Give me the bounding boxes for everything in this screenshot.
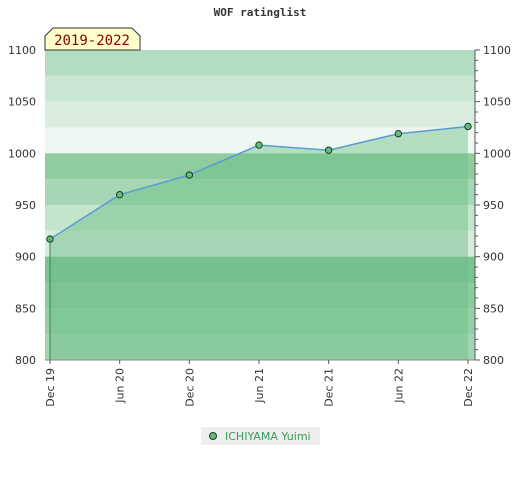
x-axis: Dec 19 Jun 20 Dec 20 Jun 21 Dec 21 Jun 22 Dec … [44,360,475,407]
data-markers [46,122,472,360]
x-tick-jun-20: Jun 20 [114,368,127,404]
y-tick-right-900: 900 [483,251,504,264]
band-875 [45,282,475,309]
year-range-label: 2019-2022 [54,33,130,49]
x-tick-dec-22: Dec 22 [462,368,475,407]
y-tick-left-1000: 1000 [8,147,36,160]
band-1000 [45,153,475,180]
x-tick-jun-22: Jun 22 [392,368,405,404]
y-tick-left-950: 950 [15,199,36,212]
y-tick-left-1100: 1100 [8,44,36,57]
y-tick-right-1050: 1050 [483,96,511,109]
data-point-jun-20 [115,190,124,199]
y-tick-right-1000: 1000 [483,147,511,160]
band-1100 [45,50,475,76]
data-point-jun-21 [255,141,263,149]
x-tick-jun-21: Jun 21 [253,368,266,404]
band-1075 [45,75,475,102]
band-1025 [45,127,475,154]
band-950 [45,205,475,231]
y-tick-left-800: 800 [15,354,36,367]
data-point-dec-21 [324,146,333,154]
y-tick-left-900: 900 [15,251,36,264]
band-1050 [45,101,475,128]
band-850 [45,308,475,335]
band-925 [45,230,475,257]
y-tick-right-1100: 1100 [483,44,511,57]
background-bands [45,50,475,360]
x-tick-dec-21: Dec 21 [323,368,336,407]
data-point-dec-22 [464,122,472,131]
x-tick-dec-19: Dec 19 [44,368,57,407]
band-900 [45,256,475,283]
y-tick-left-850: 850 [15,302,36,315]
data-point-jun-22 [394,130,403,138]
y-tick-right-950: 950 [483,199,504,212]
chart-title: WOF ratinglist [214,6,307,19]
y-tick-right-850: 850 [483,302,504,315]
y-tick-right-800: 800 [483,354,504,367]
band-975 [45,179,475,205]
year-range-badge: 2019-2022 [44,27,141,51]
data-point-dec-20 [185,171,194,179]
x-tick-dec-20: Dec 20 [183,368,196,407]
legend: ICHIYAMA Yuimi [201,427,320,445]
legend-series-name: ICHIYAMA Yuimi [225,429,311,443]
y-axis-left: 800 850 900 950 1000 1050 1100 [8,44,36,367]
band-825 [45,334,475,360]
y-axis-right: 800 850 900 950 1000 1050 1100 [474,44,511,367]
legend-marker [209,432,217,440]
y-tick-left-1050: 1050 [8,96,36,109]
